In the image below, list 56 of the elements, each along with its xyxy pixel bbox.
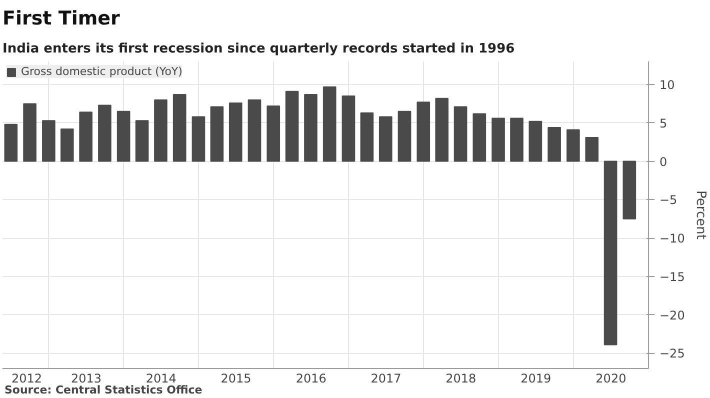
bar xyxy=(472,113,486,162)
bar xyxy=(360,112,374,162)
bar xyxy=(378,116,392,162)
bar xyxy=(454,106,468,162)
bar xyxy=(98,104,112,162)
bar xyxy=(566,129,580,162)
source-note: Source: Central Statistics Office xyxy=(4,384,202,396)
x-tick-label: 2019 xyxy=(520,372,552,386)
y-tick-label: −10 xyxy=(660,232,685,246)
bar xyxy=(398,110,412,162)
y-tick-label: 10 xyxy=(660,78,675,92)
bar xyxy=(172,94,186,162)
x-tick-label: 2017 xyxy=(370,372,402,386)
bar xyxy=(210,106,224,162)
bar xyxy=(266,106,280,162)
bar xyxy=(79,112,92,162)
chart-title: First Timer xyxy=(2,8,121,30)
x-tick-label: 2013 xyxy=(70,372,102,386)
y-tick-label: −20 xyxy=(660,308,685,322)
y-axis-title: Percent xyxy=(692,190,708,240)
y-tick-label: −5 xyxy=(660,193,678,208)
bar xyxy=(42,120,56,162)
bar xyxy=(228,102,242,162)
bar xyxy=(154,99,168,162)
x-tick-label: 2015 xyxy=(220,372,252,386)
bar xyxy=(416,102,430,162)
chart-subtitle: India enters its first recession since quarterly records started in 1996 xyxy=(2,42,515,56)
legend-label: Gross domestic product (YoY) xyxy=(21,65,182,78)
x-tick-label: 2016 xyxy=(296,372,326,386)
y-tick-label: 0 xyxy=(660,154,668,169)
bar xyxy=(604,160,618,346)
bar xyxy=(548,127,561,162)
bar xyxy=(510,118,524,162)
bar xyxy=(342,96,356,162)
bar xyxy=(492,118,505,162)
x-tick-label: 2012 xyxy=(11,372,42,386)
bar xyxy=(60,128,74,162)
y-tick-label: −25 xyxy=(660,346,685,361)
bar xyxy=(192,116,206,162)
bar xyxy=(322,86,336,162)
bar xyxy=(248,99,262,162)
y-tick-label: −15 xyxy=(660,270,685,284)
bar xyxy=(135,120,149,162)
bar xyxy=(528,120,542,162)
bar xyxy=(285,90,299,162)
bar xyxy=(304,94,318,162)
bar xyxy=(116,110,130,162)
bar xyxy=(585,136,599,162)
bar xyxy=(4,124,18,162)
x-tick-label: 2014 xyxy=(146,372,176,386)
bar xyxy=(435,98,449,162)
bar xyxy=(23,103,36,162)
bar xyxy=(622,160,636,220)
x-tick-label: 2020 xyxy=(596,372,626,386)
y-tick-label: 5 xyxy=(660,116,668,130)
x-tick-label: 2018 xyxy=(446,372,476,386)
